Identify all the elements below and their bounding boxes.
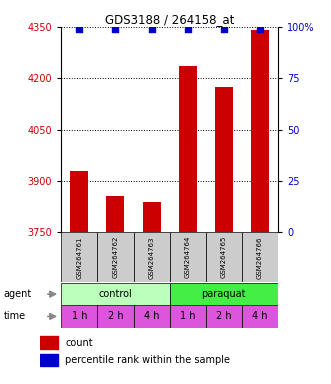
Bar [97, 232, 133, 282]
Bar [61, 305, 97, 328]
Text: 4 h: 4 h [144, 311, 159, 321]
Bar [206, 232, 242, 282]
Text: 2 h: 2 h [108, 311, 123, 321]
Text: GSM264762: GSM264762 [113, 236, 118, 278]
Text: 1 h: 1 h [71, 311, 87, 321]
Text: GSM264763: GSM264763 [149, 236, 155, 278]
Point [149, 26, 154, 32]
Text: 2 h: 2 h [216, 311, 232, 321]
Title: GDS3188 / 264158_at: GDS3188 / 264158_at [105, 13, 234, 26]
Bar [97, 305, 133, 328]
Point [185, 26, 190, 32]
Bar [143, 202, 161, 232]
Bar [251, 30, 269, 232]
Text: count: count [65, 338, 93, 348]
Point [257, 26, 262, 32]
Text: GSM264761: GSM264761 [76, 236, 82, 278]
Bar [106, 196, 124, 232]
Point [77, 26, 82, 32]
Bar [40, 336, 58, 349]
Point [113, 26, 118, 32]
Text: agent: agent [3, 289, 31, 299]
Text: 1 h: 1 h [180, 311, 195, 321]
Bar [169, 232, 206, 282]
Bar [242, 232, 278, 282]
Text: 4 h: 4 h [252, 311, 268, 321]
Point [221, 26, 226, 32]
Bar [70, 170, 88, 232]
Text: time: time [3, 311, 25, 321]
Bar [169, 283, 278, 305]
Bar [215, 87, 233, 232]
Text: paraquat: paraquat [202, 289, 246, 299]
Bar [242, 305, 278, 328]
Text: GSM264765: GSM264765 [221, 236, 227, 278]
Bar [61, 283, 169, 305]
Bar [133, 232, 169, 282]
Bar [169, 305, 206, 328]
Bar [206, 305, 242, 328]
Text: GSM264766: GSM264766 [257, 236, 263, 278]
Text: percentile rank within the sample: percentile rank within the sample [65, 355, 230, 365]
Bar [179, 66, 197, 232]
Text: control: control [99, 289, 132, 299]
Text: GSM264764: GSM264764 [185, 236, 191, 278]
Bar [61, 232, 97, 282]
Bar [40, 354, 58, 366]
Bar [133, 305, 169, 328]
